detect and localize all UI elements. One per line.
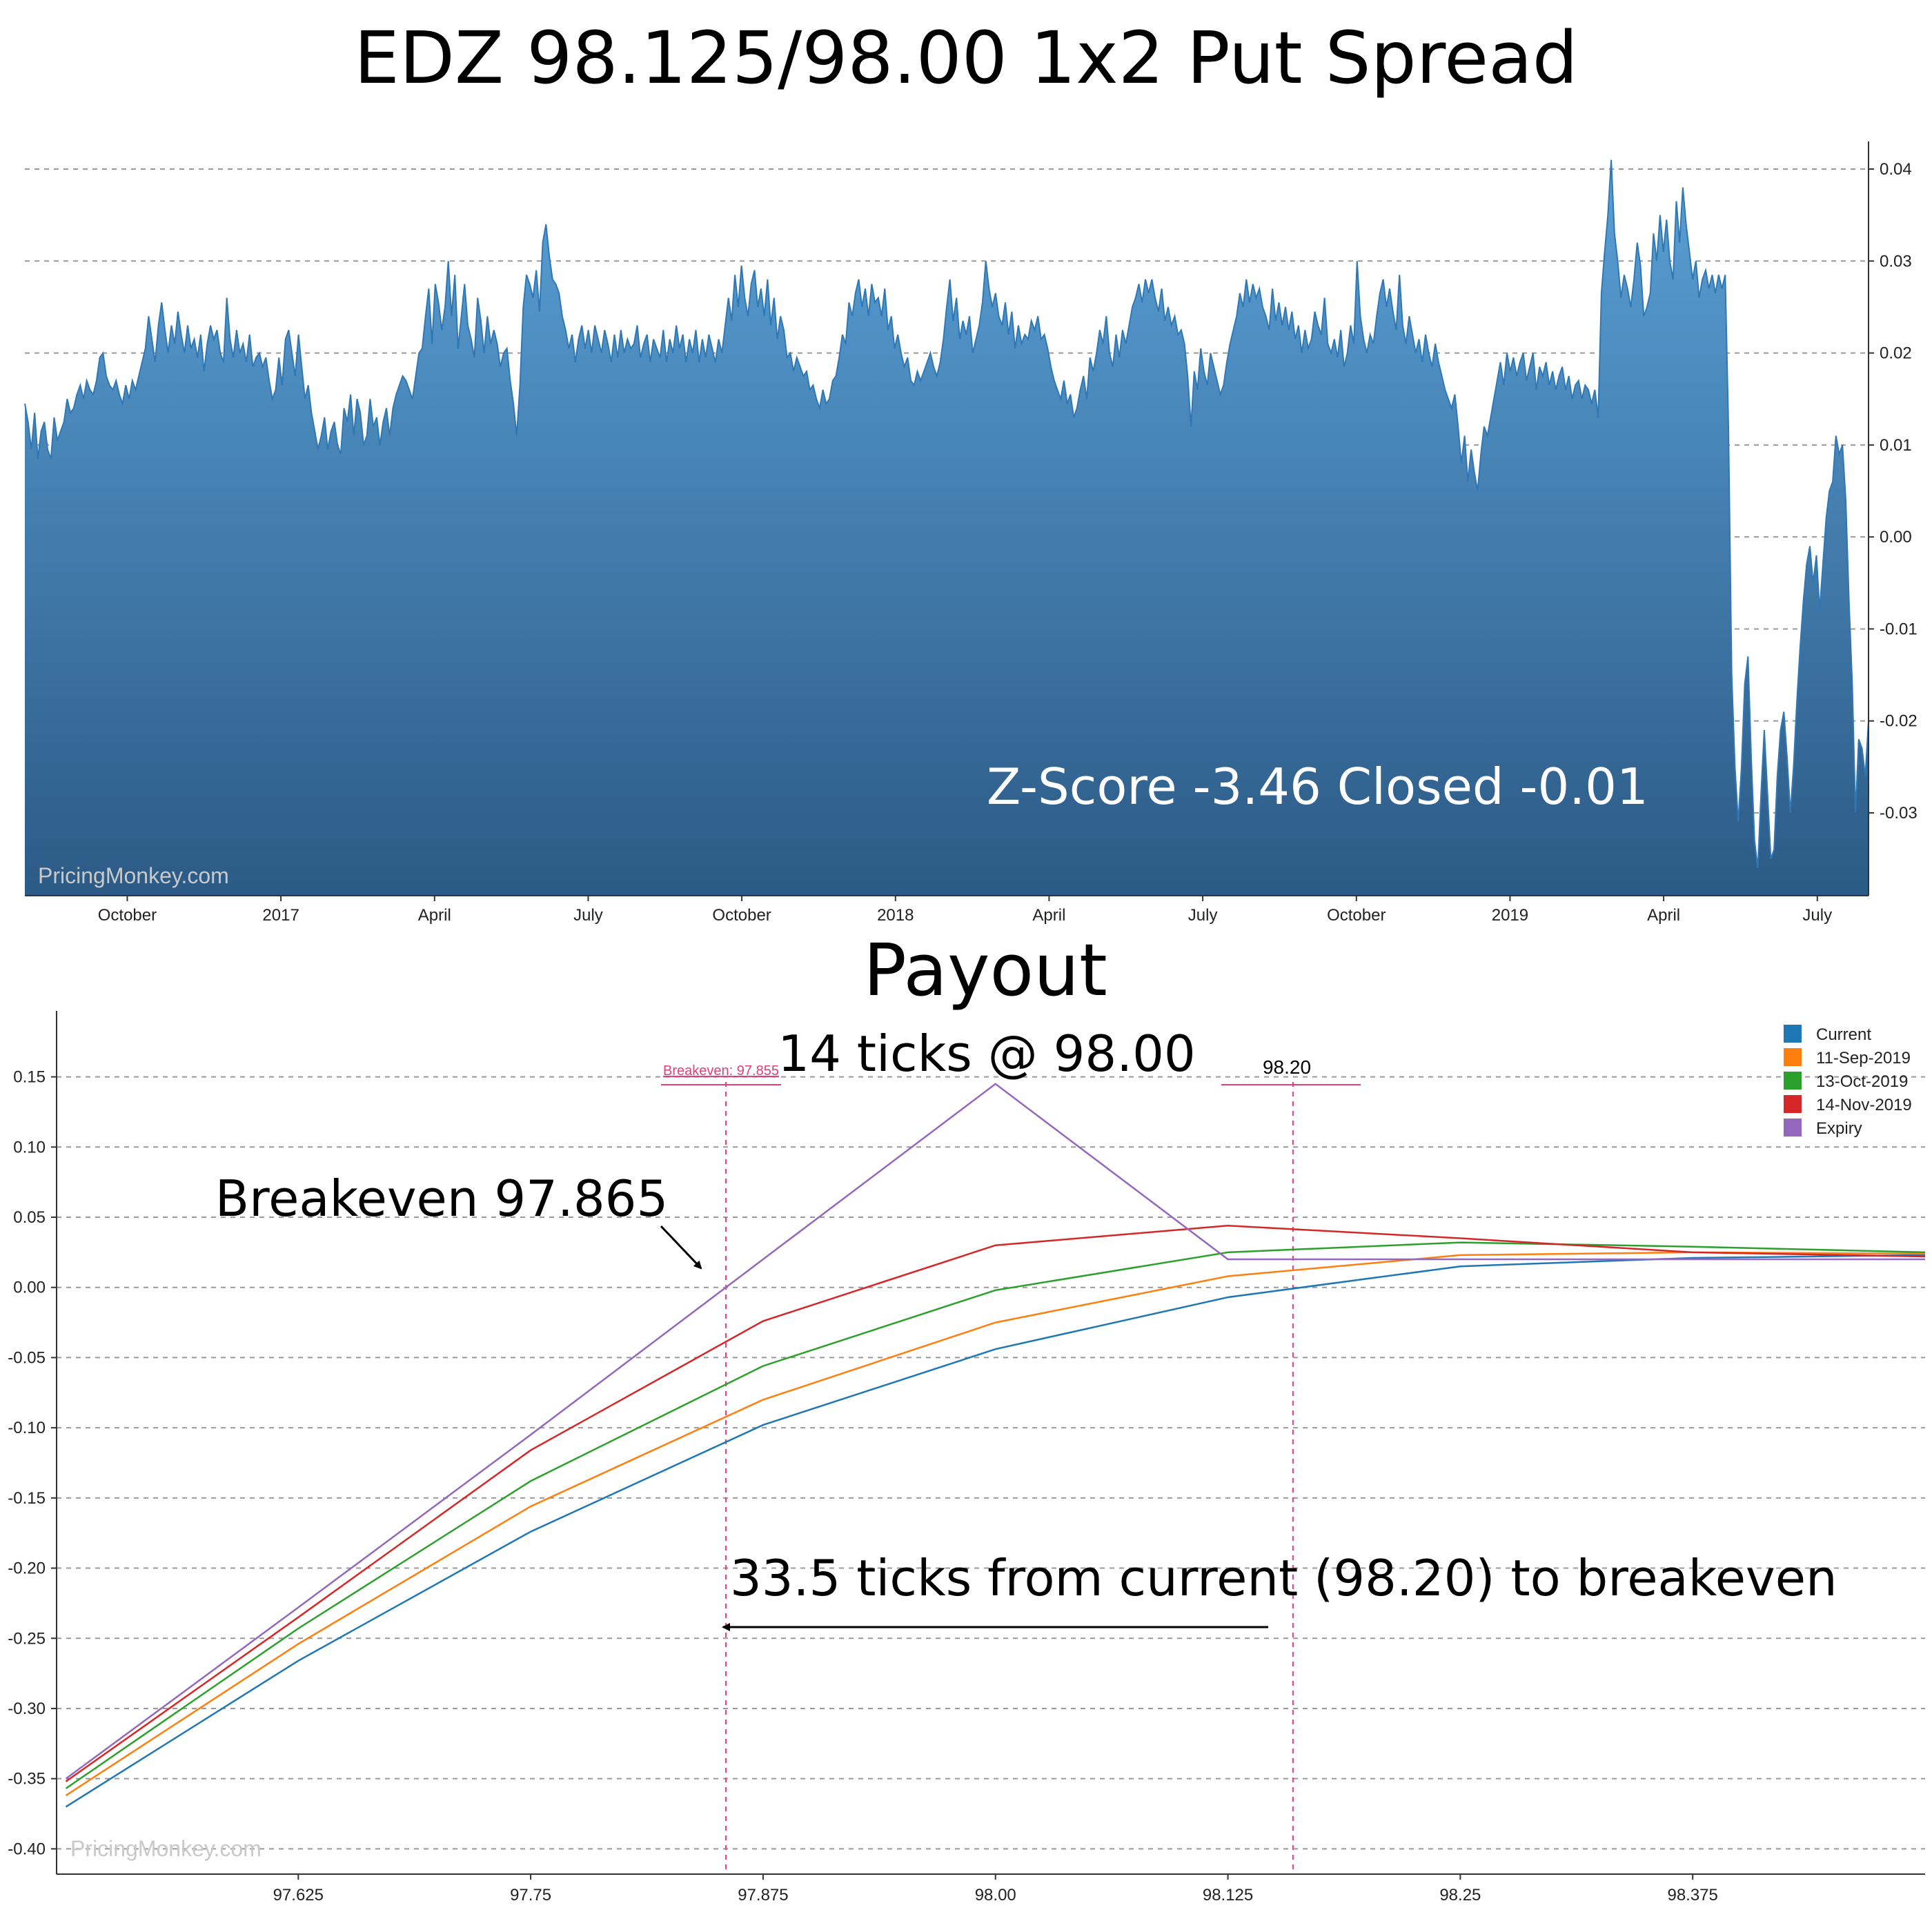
area-y-tick-label: -0.02 (1880, 712, 1918, 731)
payout-x-tick-label: 98.375 (1667, 1886, 1717, 1904)
breakeven-annotation: Breakeven 97.865 (215, 1170, 669, 1228)
area-x-tick-label: 2017 (262, 906, 299, 925)
area-x-tick-label: April (418, 906, 451, 925)
legend-swatch (1784, 1025, 1802, 1043)
payout-chart: Payout 0.15 0.10 0.05 0.00 -0.05 -0.10 -0.15 -0… (8, 928, 1926, 1904)
payout-y-tick-label: -0.10 (8, 1419, 46, 1437)
payout-y-tick-label: -0.30 (8, 1700, 46, 1718)
breakeven-arrow (660, 1225, 702, 1270)
payout-x-tick-label: 98.00 (975, 1886, 1016, 1904)
legend-label: 11-Sep-2019 (1816, 1049, 1911, 1067)
area-x-tick-label: July (1802, 906, 1832, 925)
area-chart: 0.04 0.03 0.02 0.01 0.00 -0.01 -0.02 -0.03 Octo… (24, 141, 1918, 925)
payout-series-line (65, 1254, 1926, 1808)
legend-label: Current (1816, 1025, 1871, 1044)
payout-legend: Current 11-Sep-2019 13-Oct-2019 14-Nov-2019… (1784, 1025, 1912, 1138)
area-x-tick-label: 2019 (1492, 906, 1528, 925)
payout-title: Payout (863, 928, 1107, 1012)
payout-y-tick-labels: 0.15 0.10 0.05 0.00 -0.05 -0.10 -0.15 -0.20 -0.2… (8, 1068, 57, 1858)
area-y-tick-label: 0.04 (1880, 160, 1912, 179)
area-watermark: PricingMonkey.com (38, 863, 229, 888)
area-x-tick-label: October (1327, 906, 1386, 925)
payout-y-tick-label: -0.15 (8, 1489, 46, 1508)
payout-series (65, 1083, 1926, 1808)
distance-annotation: 33.5 ticks from current (98.20) to break… (730, 1549, 1837, 1607)
area-y-tick-label: 0.02 (1880, 344, 1912, 363)
area-x-tick-label: October (712, 906, 771, 925)
area-y-tick-label: 0.00 (1880, 528, 1912, 547)
payout-series-line (65, 1083, 1925, 1780)
legend-swatch (1784, 1095, 1802, 1113)
payout-x-tick-label: 97.625 (273, 1886, 324, 1904)
legend-label: 14-Nov-2019 (1816, 1096, 1912, 1114)
area-x-tick-label: July (1188, 906, 1218, 925)
payout-series-line (65, 1241, 1926, 1789)
area-y-tick-label: 0.03 (1880, 252, 1912, 270)
area-x-tick-label: October (98, 906, 157, 925)
payout-watermark: PricingMonkey.com (70, 1836, 262, 1861)
payout-y-tick-label: -0.20 (8, 1559, 46, 1578)
area-y-tick-label: -0.03 (1880, 804, 1918, 823)
current-marker-label: 98.20 (1263, 1056, 1311, 1078)
area-y-tick-label: 0.01 (1880, 436, 1912, 455)
payout-x-tick-label: 97.75 (510, 1886, 551, 1904)
area-series-fill (25, 159, 1869, 896)
area-x-tick-label: July (573, 906, 603, 925)
area-y-tick-label: -0.01 (1880, 620, 1918, 638)
payout-x-tick-label: 98.125 (1203, 1886, 1253, 1904)
payout-y-tick-label: -0.35 (8, 1770, 46, 1789)
payout-y-tick-label: -0.05 (8, 1348, 46, 1367)
area-x-tick-label: April (1647, 906, 1680, 925)
payout-y-tick-label: -0.25 (8, 1629, 46, 1648)
legend-label: Expiry (1816, 1119, 1862, 1138)
payout-y-tick-label: 0.10 (13, 1138, 46, 1156)
area-x-tick-labels: October 2017 April July October 2018 April July… (98, 896, 1832, 925)
payout-y-tick-label: 0.15 (13, 1068, 46, 1087)
payout-y-tick-label: 0.00 (13, 1279, 46, 1297)
zscore-annotation: Z-Score -3.46 Closed -0.01 (987, 758, 1648, 816)
breakeven-marker-label: Breakeven: 97.855 (663, 1063, 779, 1079)
area-x-tick-label: 2018 (877, 906, 914, 925)
payout-x-tick-label: 97.875 (738, 1886, 788, 1904)
figure-title: EDZ 98.125/98.00 1x2 Put Spread (354, 16, 1578, 100)
legend-swatch (1784, 1048, 1802, 1066)
area-x-tick-label: April (1032, 906, 1065, 925)
legend-label: 13-Oct-2019 (1816, 1072, 1908, 1091)
peak-annotation: 14 ticks @ 98.00 (778, 1025, 1195, 1083)
legend-swatch (1784, 1119, 1802, 1136)
payout-series-line (65, 1251, 1926, 1797)
payout-x-tick-labels: 97.625 97.75 97.875 98.00 98.125 98.25 98.375 (273, 1874, 1718, 1904)
payout-y-tick-label: -0.40 (8, 1840, 46, 1858)
payout-markers: Breakeven: 97.855 98.20 (661, 1056, 1361, 1874)
area-y-tick-labels: 0.04 0.03 0.02 0.01 0.00 -0.01 -0.02 -0.03 (1869, 160, 1918, 823)
payout-x-tick-label: 98.25 (1439, 1886, 1481, 1904)
legend-swatch (1784, 1072, 1802, 1090)
payout-series-line (65, 1224, 1926, 1782)
area-series-line (24, 159, 1869, 869)
payout-y-tick-label: 0.05 (13, 1208, 46, 1227)
